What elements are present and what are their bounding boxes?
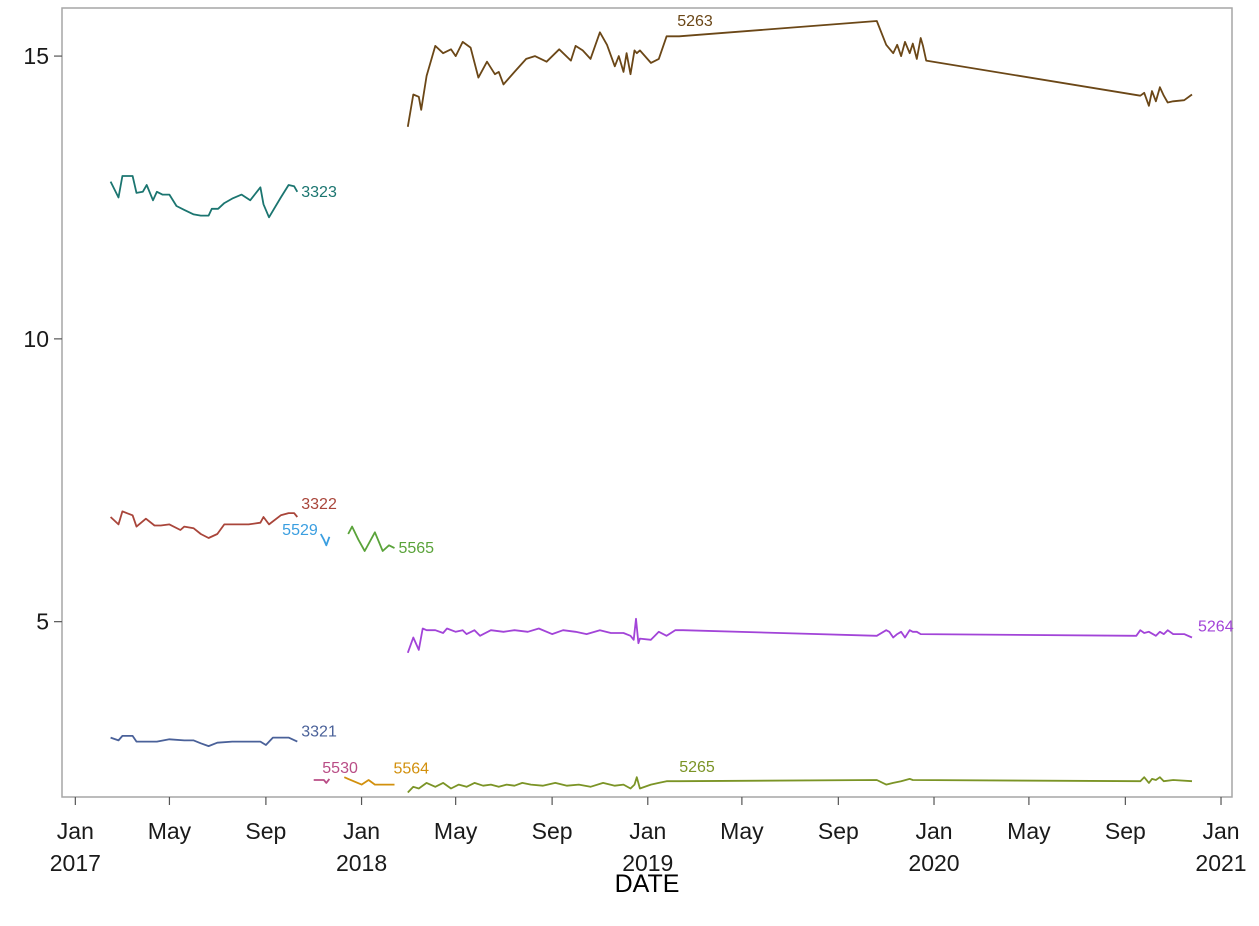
series-line-5564: [343, 776, 395, 786]
series-labels: 3323 3322 3321 5529 5565 5530 5564 5263 5264 5265: [282, 13, 1234, 778]
plot-area-frame: [61, 7, 1233, 798]
x-tick-label: May: [1007, 818, 1051, 844]
series-label-3323: 3323: [301, 184, 337, 201]
x-tick-label: Sep: [818, 818, 859, 844]
series-line-5565: [347, 525, 395, 552]
series-lines: [109, 20, 1193, 794]
series-label-5529: 5529: [282, 522, 318, 539]
x-tick-label: Sep: [532, 818, 573, 844]
x-axis-title: DATE: [615, 870, 680, 898]
series-label-5264: 5264: [1198, 619, 1234, 636]
x-tick-label: May: [148, 818, 192, 844]
y-tick-label: 15: [23, 43, 49, 69]
x-tick-label: Jan: [1202, 818, 1239, 844]
series-label-3321: 3321: [301, 724, 337, 741]
x-tick-label: Sep: [1105, 818, 1146, 844]
x-tick-label: May: [720, 818, 764, 844]
x-tick-label: Jan: [629, 818, 666, 844]
series-line-3321: [110, 735, 298, 747]
series-label-5530: 5530: [322, 760, 358, 777]
series-label-5265: 5265: [679, 759, 715, 776]
series-line-5530: [313, 778, 331, 784]
x-tick-year-label: 2018: [336, 850, 387, 876]
y-tick-label: 10: [23, 326, 49, 352]
series-label-5564: 5564: [393, 761, 429, 778]
x-tick-year-label: 2017: [50, 850, 101, 876]
series-label-5263: 5263: [677, 13, 713, 30]
y-axis: 5 10 15: [23, 43, 62, 635]
x-tick-label: Jan: [915, 818, 952, 844]
series-line-5263: [406, 20, 1193, 127]
series-label-5565: 5565: [398, 540, 434, 557]
x-tick-label: Jan: [343, 818, 380, 844]
series-line-5265: [407, 776, 1193, 794]
series-line-5529: [320, 533, 331, 547]
y-tick-label: 5: [36, 609, 49, 635]
series-line-3323: [109, 175, 299, 219]
x-tick-label: May: [434, 818, 478, 844]
x-tick-label: Sep: [245, 818, 286, 844]
x-tick-year-label: 2019: [622, 850, 673, 876]
x-axis: Jan 2017 May Sep Jan 2018 May Sep Jan 2019 May Sep J…: [50, 797, 1247, 876]
x-tick-year-label: 2021: [1195, 850, 1246, 876]
series-line-3322: [109, 510, 298, 539]
series-line-5264: [406, 617, 1193, 654]
x-tick-year-label: 2020: [908, 850, 959, 876]
series-label-3322: 3322: [301, 496, 337, 513]
x-tick-label: Jan: [57, 818, 94, 844]
